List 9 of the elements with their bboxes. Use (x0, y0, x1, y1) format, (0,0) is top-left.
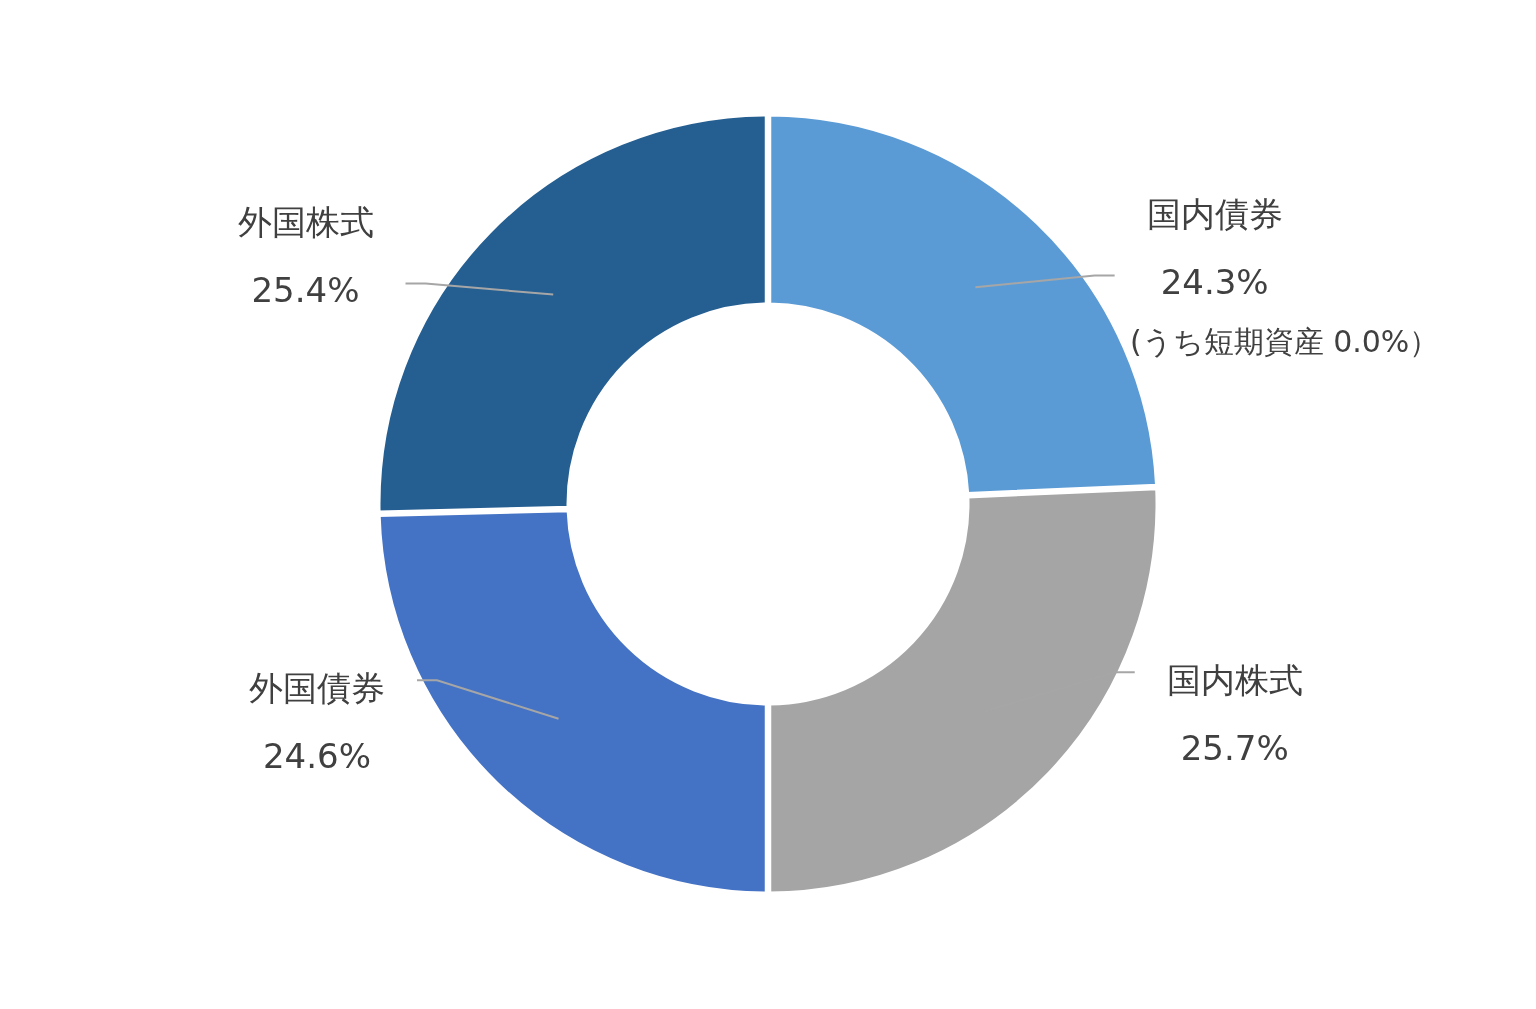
data-label: 25.7% (1180, 728, 1289, 769)
slice-label: 外国債券 (248, 668, 385, 709)
data-label: 24.6% (262, 736, 371, 777)
text: (うち短期資産 0.0%） (1129, 323, 1440, 359)
slice-label: 外国株式 (237, 201, 374, 242)
slice-label: 国内債券 (1146, 193, 1283, 234)
data-label: 24.3% (1160, 261, 1269, 302)
slice-label: 国内株式 (1166, 660, 1303, 701)
data-label: 25.4% (251, 269, 360, 310)
